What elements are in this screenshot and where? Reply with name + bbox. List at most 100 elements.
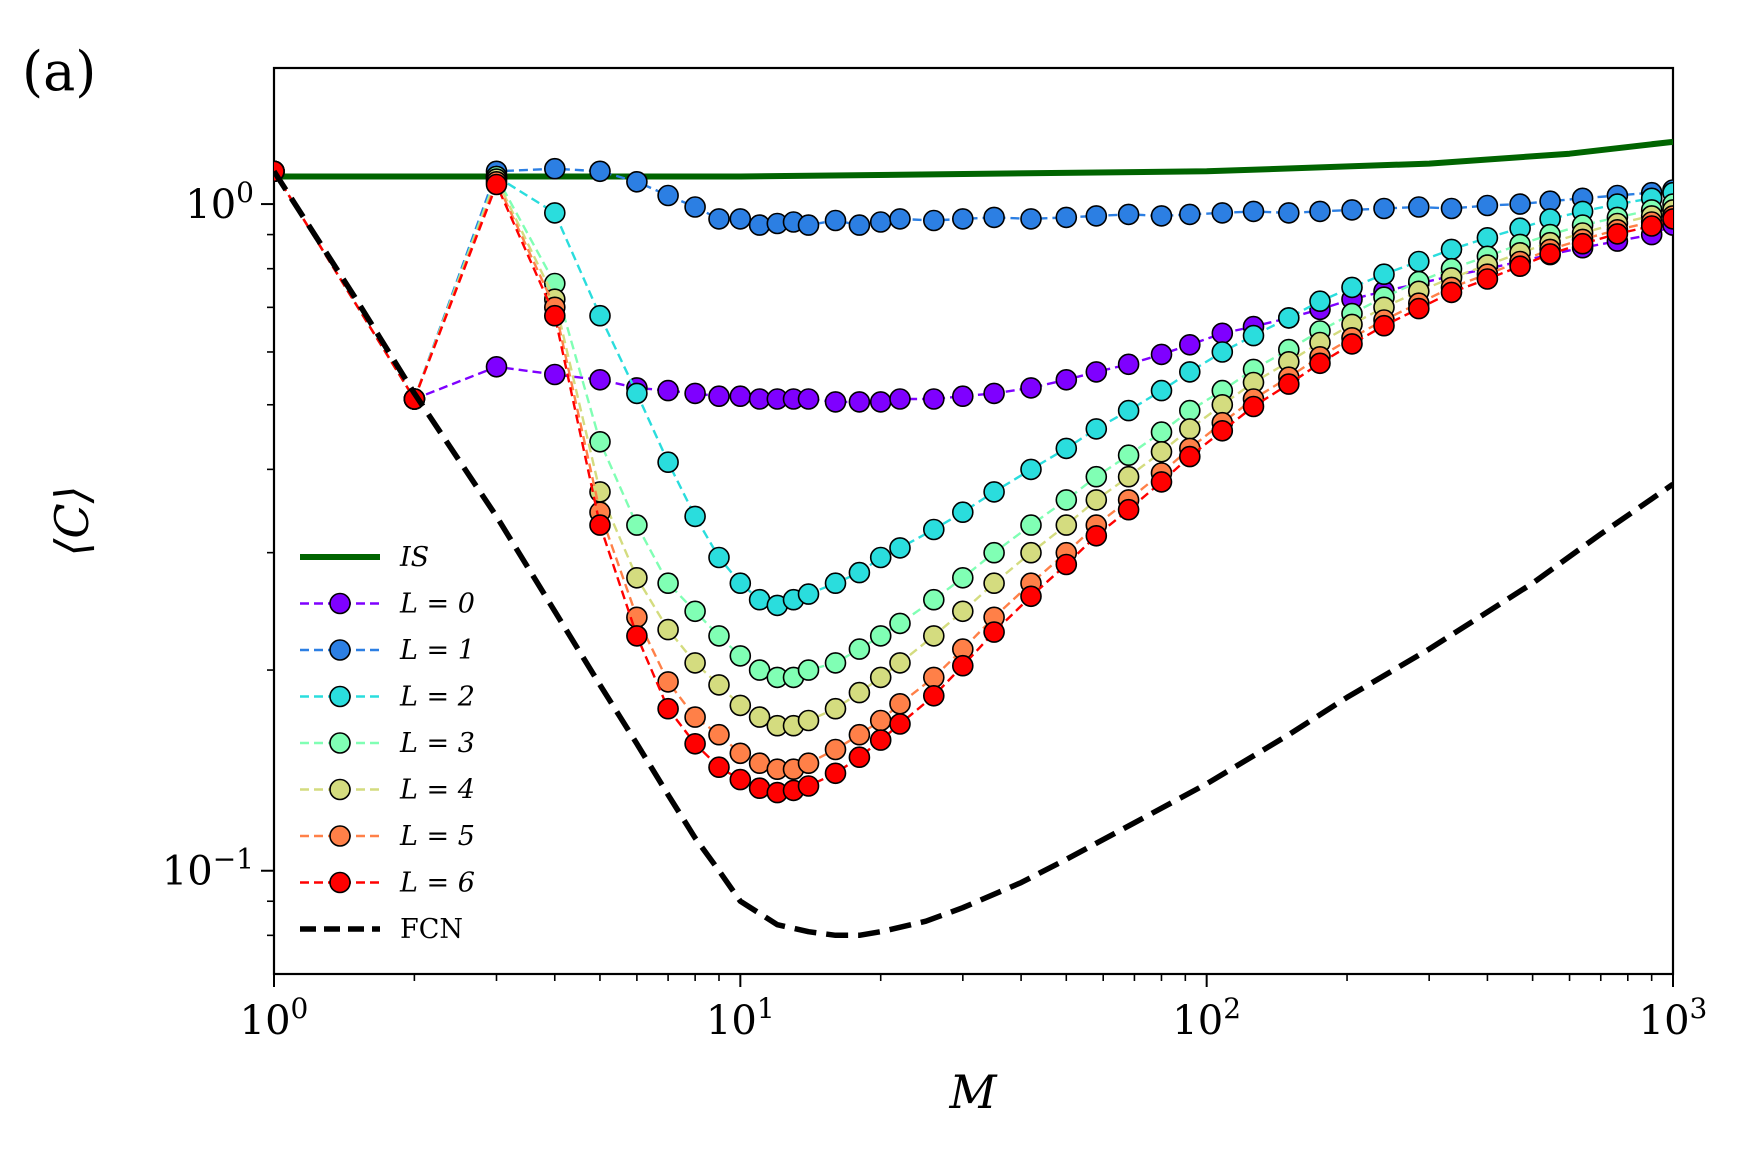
data-point-l-6 xyxy=(869,729,892,751)
series-l-4 xyxy=(274,160,1673,737)
series-l-6 xyxy=(274,160,1673,804)
series-layer xyxy=(274,138,1673,939)
data-point-l-2 xyxy=(922,518,945,541)
data-point-l-1 xyxy=(589,160,611,183)
data-point-l-1 xyxy=(1408,196,1430,218)
data-point-l-5 xyxy=(848,723,871,746)
data-point-l-1 xyxy=(1373,197,1395,220)
data-point-l-2 xyxy=(1309,290,1331,313)
data-point-l-0 xyxy=(951,385,974,408)
data-point-l-2 xyxy=(869,546,892,569)
y-tick-label-1: 10−1 xyxy=(162,843,254,895)
data-point-l-0 xyxy=(729,385,752,408)
data-point-l-0 xyxy=(797,388,820,410)
data-point-l-4 xyxy=(869,666,892,689)
data-point-l-6 xyxy=(589,514,611,536)
data-point-l-1 xyxy=(684,196,706,218)
data-point-l-2 xyxy=(1085,418,1108,440)
data-point-l-4 xyxy=(657,618,679,641)
data-point-l-0 xyxy=(1179,333,1201,356)
data-point-l-2 xyxy=(543,202,566,224)
x-tick-label-0: 100 xyxy=(240,992,309,1044)
data-point-l-3 xyxy=(983,541,1005,564)
data-point-l-0 xyxy=(657,379,679,402)
data-point-l-1 xyxy=(922,209,945,232)
legend-marker-l-0 xyxy=(329,592,351,615)
x-tick-label-1: 101 xyxy=(706,992,775,1044)
data-point-l-2 xyxy=(889,537,911,559)
legend-item-l-1: L = 1 xyxy=(300,635,475,666)
data-point-l-2 xyxy=(1476,227,1499,249)
data-point-l-6 xyxy=(1341,333,1363,355)
data-point-l-6 xyxy=(729,768,752,791)
legend-marker-l-4 xyxy=(329,778,351,801)
data-point-l-4 xyxy=(1085,489,1108,511)
data-point-l-6 xyxy=(657,697,679,720)
x-tick-label-3: 103 xyxy=(1639,992,1708,1044)
data-point-l-6 xyxy=(951,654,974,677)
data-point-l-2 xyxy=(1211,341,1234,363)
data-point-l-1 xyxy=(797,214,820,236)
data-point-l-0 xyxy=(543,363,566,386)
data-point-l-4 xyxy=(684,652,706,674)
data-point-l-1 xyxy=(748,214,771,236)
legend-marker-l-6 xyxy=(329,871,351,894)
series-line-l-4 xyxy=(274,170,1673,727)
data-point-l-6 xyxy=(848,746,871,769)
y-tick-label-1-exponent: −1 xyxy=(213,843,254,876)
data-point-l-1 xyxy=(626,171,648,193)
data-point-l-6 xyxy=(983,621,1005,643)
data-point-l-4 xyxy=(1150,440,1173,463)
data-point-l-3 xyxy=(589,430,611,453)
data-point-l-4 xyxy=(797,709,820,732)
data-point-l-6 xyxy=(1020,585,1042,608)
data-point-l-6 xyxy=(1509,255,1531,278)
data-point-l-2 xyxy=(626,382,648,405)
data-point-l-6 xyxy=(1242,395,1265,418)
data-point-l-4 xyxy=(889,652,911,674)
data-point-l-2 xyxy=(1117,399,1140,422)
data-point-l-2 xyxy=(657,451,679,474)
data-point-l-3 xyxy=(1055,489,1078,511)
data-point-l-1 xyxy=(951,208,974,230)
data-point-l-5 xyxy=(797,752,820,775)
x-axis-label: M xyxy=(948,1065,998,1119)
data-point-l-3 xyxy=(797,659,820,681)
legend-item-l-5: L = 5 xyxy=(300,821,475,852)
data-point-l-6 xyxy=(1640,215,1663,237)
legend-marker-l-5 xyxy=(329,825,351,847)
data-point-l-4 xyxy=(708,674,730,696)
data-point-l-5 xyxy=(684,706,706,728)
data-point-l-6 xyxy=(485,173,508,196)
series-line-l-0 xyxy=(274,170,1673,404)
series-line-l-5 xyxy=(274,170,1673,771)
data-point-l-6 xyxy=(1085,524,1108,547)
data-point-l-4 xyxy=(748,706,771,728)
data-point-l-6 xyxy=(1606,223,1629,245)
data-point-l-2 xyxy=(797,583,820,605)
data-point-l-5 xyxy=(824,738,847,761)
legend-label-fcn: FCN xyxy=(400,914,463,945)
series-l-5 xyxy=(274,160,1673,781)
data-point-l-1 xyxy=(869,211,892,233)
panel-label: (a) xyxy=(22,40,96,103)
data-point-l-3 xyxy=(922,588,945,611)
x-tick-label-2-base: 10 xyxy=(1172,998,1223,1044)
data-point-l-2 xyxy=(1020,458,1042,481)
x-tick-label-0-base: 10 xyxy=(240,998,291,1044)
data-point-l-4 xyxy=(1211,393,1234,416)
data-point-l-1 xyxy=(1278,202,1300,224)
data-point-l-4 xyxy=(824,697,847,720)
legend-label-l-1: L = 1 xyxy=(399,635,475,666)
legend-item-l-0: L = 0 xyxy=(300,589,475,620)
data-point-l-2 xyxy=(1440,238,1463,261)
data-point-l-0 xyxy=(983,382,1005,405)
x-tick-label-2: 102 xyxy=(1172,992,1241,1044)
data-point-l-1 xyxy=(1150,205,1173,227)
legend-label-is: IS xyxy=(399,542,429,573)
data-point-l-4 xyxy=(1117,465,1140,488)
data-point-l-1 xyxy=(848,214,871,236)
data-point-l-0 xyxy=(1085,361,1108,383)
